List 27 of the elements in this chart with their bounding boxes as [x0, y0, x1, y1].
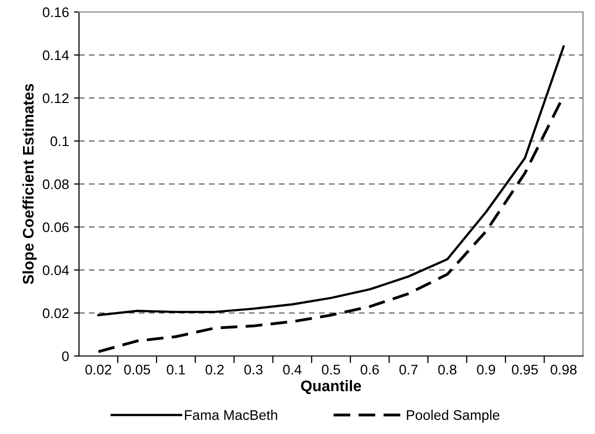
y-tick-label: 0.16 [42, 7, 69, 18]
x-tick-label: 0.02 [85, 364, 112, 375]
x-tick-label: 0.5 [322, 364, 340, 375]
x-tick-label: 0.4 [283, 364, 302, 375]
y-tick-label: 0.06 [42, 222, 69, 232]
x-tick-label: 0.8 [438, 364, 456, 375]
x-tick-label: 0.95 [512, 364, 538, 375]
x-tick-label: 0.2 [206, 364, 224, 375]
legend-label: Fama MacBeth [184, 410, 278, 420]
y-tick-label: 0.12 [42, 93, 69, 104]
y-tick-label: 0 [62, 351, 69, 362]
y-axis-title: Slope Coefficient Estimates [22, 84, 37, 284]
y-tick-label: 0.02 [42, 308, 69, 318]
x-tick-label: 0.6 [360, 364, 379, 375]
y-tick-label: 0.14 [42, 50, 69, 60]
line-series [97, 45, 565, 316]
x-tick-label: 0.7 [399, 364, 418, 375]
y-tick-label: 0.04 [42, 265, 69, 276]
x-tick-label: 0.3 [244, 364, 263, 375]
legend-label: Pooled Sample [406, 410, 500, 423]
y-tick-label: 0.08 [42, 179, 69, 190]
x-tick-label: 0.1 [166, 364, 185, 375]
x-axis-title: Quantile [301, 380, 362, 394]
x-tick-label: 0.9 [476, 364, 496, 375]
x-tick-label: 0.05 [124, 364, 150, 375]
y-tick-label: 0.1 [50, 136, 69, 146]
x-tick-label: 0.98 [550, 364, 577, 375]
